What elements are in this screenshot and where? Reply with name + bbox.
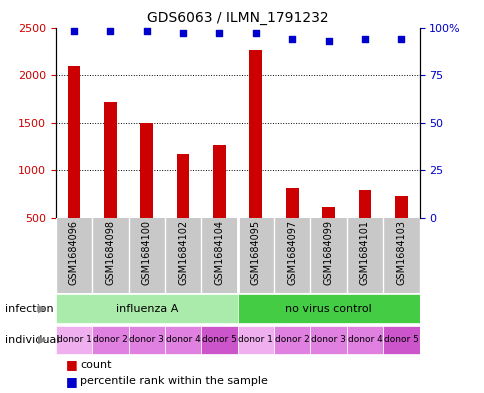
- Bar: [104, 102, 117, 218]
- FancyBboxPatch shape: [346, 326, 382, 354]
- FancyBboxPatch shape: [310, 326, 346, 354]
- Point: [70, 28, 77, 35]
- Text: individual: individual: [5, 335, 59, 345]
- Text: donor 2: donor 2: [274, 336, 309, 344]
- Text: donor 1: donor 1: [238, 336, 272, 344]
- Text: ■: ■: [65, 358, 77, 371]
- Bar: [321, 207, 334, 218]
- FancyBboxPatch shape: [273, 326, 310, 354]
- FancyBboxPatch shape: [56, 294, 237, 323]
- Bar: [285, 187, 298, 218]
- Text: donor 3: donor 3: [311, 336, 345, 344]
- Point: [215, 30, 223, 37]
- Text: GSM1684102: GSM1684102: [178, 220, 188, 285]
- FancyBboxPatch shape: [237, 326, 273, 354]
- FancyBboxPatch shape: [128, 326, 165, 354]
- Text: donor 2: donor 2: [93, 336, 127, 344]
- Text: donor 5: donor 5: [202, 336, 236, 344]
- Text: GSM1684098: GSM1684098: [105, 220, 115, 285]
- Point: [252, 30, 259, 37]
- FancyBboxPatch shape: [56, 326, 92, 354]
- Text: infection: infection: [5, 303, 53, 314]
- Bar: [67, 66, 80, 218]
- Point: [287, 36, 295, 42]
- Text: GSM1684099: GSM1684099: [323, 220, 333, 285]
- Text: donor 3: donor 3: [129, 336, 164, 344]
- Text: GSM1684095: GSM1684095: [250, 220, 260, 285]
- Text: percentile rank within the sample: percentile rank within the sample: [80, 376, 267, 386]
- Bar: [212, 145, 226, 218]
- Text: no virus control: no virus control: [285, 303, 371, 314]
- Text: GSM1684097: GSM1684097: [287, 220, 297, 285]
- Text: donor 4: donor 4: [347, 336, 381, 344]
- FancyBboxPatch shape: [201, 326, 237, 354]
- FancyBboxPatch shape: [382, 326, 419, 354]
- Text: GSM1684101: GSM1684101: [359, 220, 369, 285]
- Text: donor 5: donor 5: [383, 336, 418, 344]
- Bar: [358, 189, 371, 218]
- Text: donor 4: donor 4: [166, 336, 200, 344]
- Bar: [394, 196, 407, 218]
- Title: GDS6063 / ILMN_1791232: GDS6063 / ILMN_1791232: [147, 11, 328, 25]
- FancyBboxPatch shape: [92, 326, 128, 354]
- Point: [106, 28, 114, 35]
- Text: GSM1684096: GSM1684096: [69, 220, 79, 285]
- Text: influenza A: influenza A: [115, 303, 178, 314]
- FancyBboxPatch shape: [165, 326, 201, 354]
- Point: [142, 28, 150, 35]
- Point: [360, 36, 368, 42]
- Bar: [249, 50, 262, 218]
- Bar: [140, 123, 153, 218]
- Text: ■: ■: [65, 375, 77, 388]
- Point: [324, 38, 332, 44]
- Text: GSM1684104: GSM1684104: [214, 220, 224, 285]
- Text: count: count: [80, 360, 111, 370]
- Text: GSM1684100: GSM1684100: [141, 220, 151, 285]
- Point: [396, 36, 404, 42]
- FancyBboxPatch shape: [237, 294, 419, 323]
- Point: [179, 30, 186, 37]
- Text: donor 1: donor 1: [57, 336, 91, 344]
- Text: GSM1684103: GSM1684103: [395, 220, 406, 285]
- Text: ▶: ▶: [37, 335, 46, 345]
- Bar: [176, 154, 189, 218]
- Text: ▶: ▶: [37, 303, 46, 314]
